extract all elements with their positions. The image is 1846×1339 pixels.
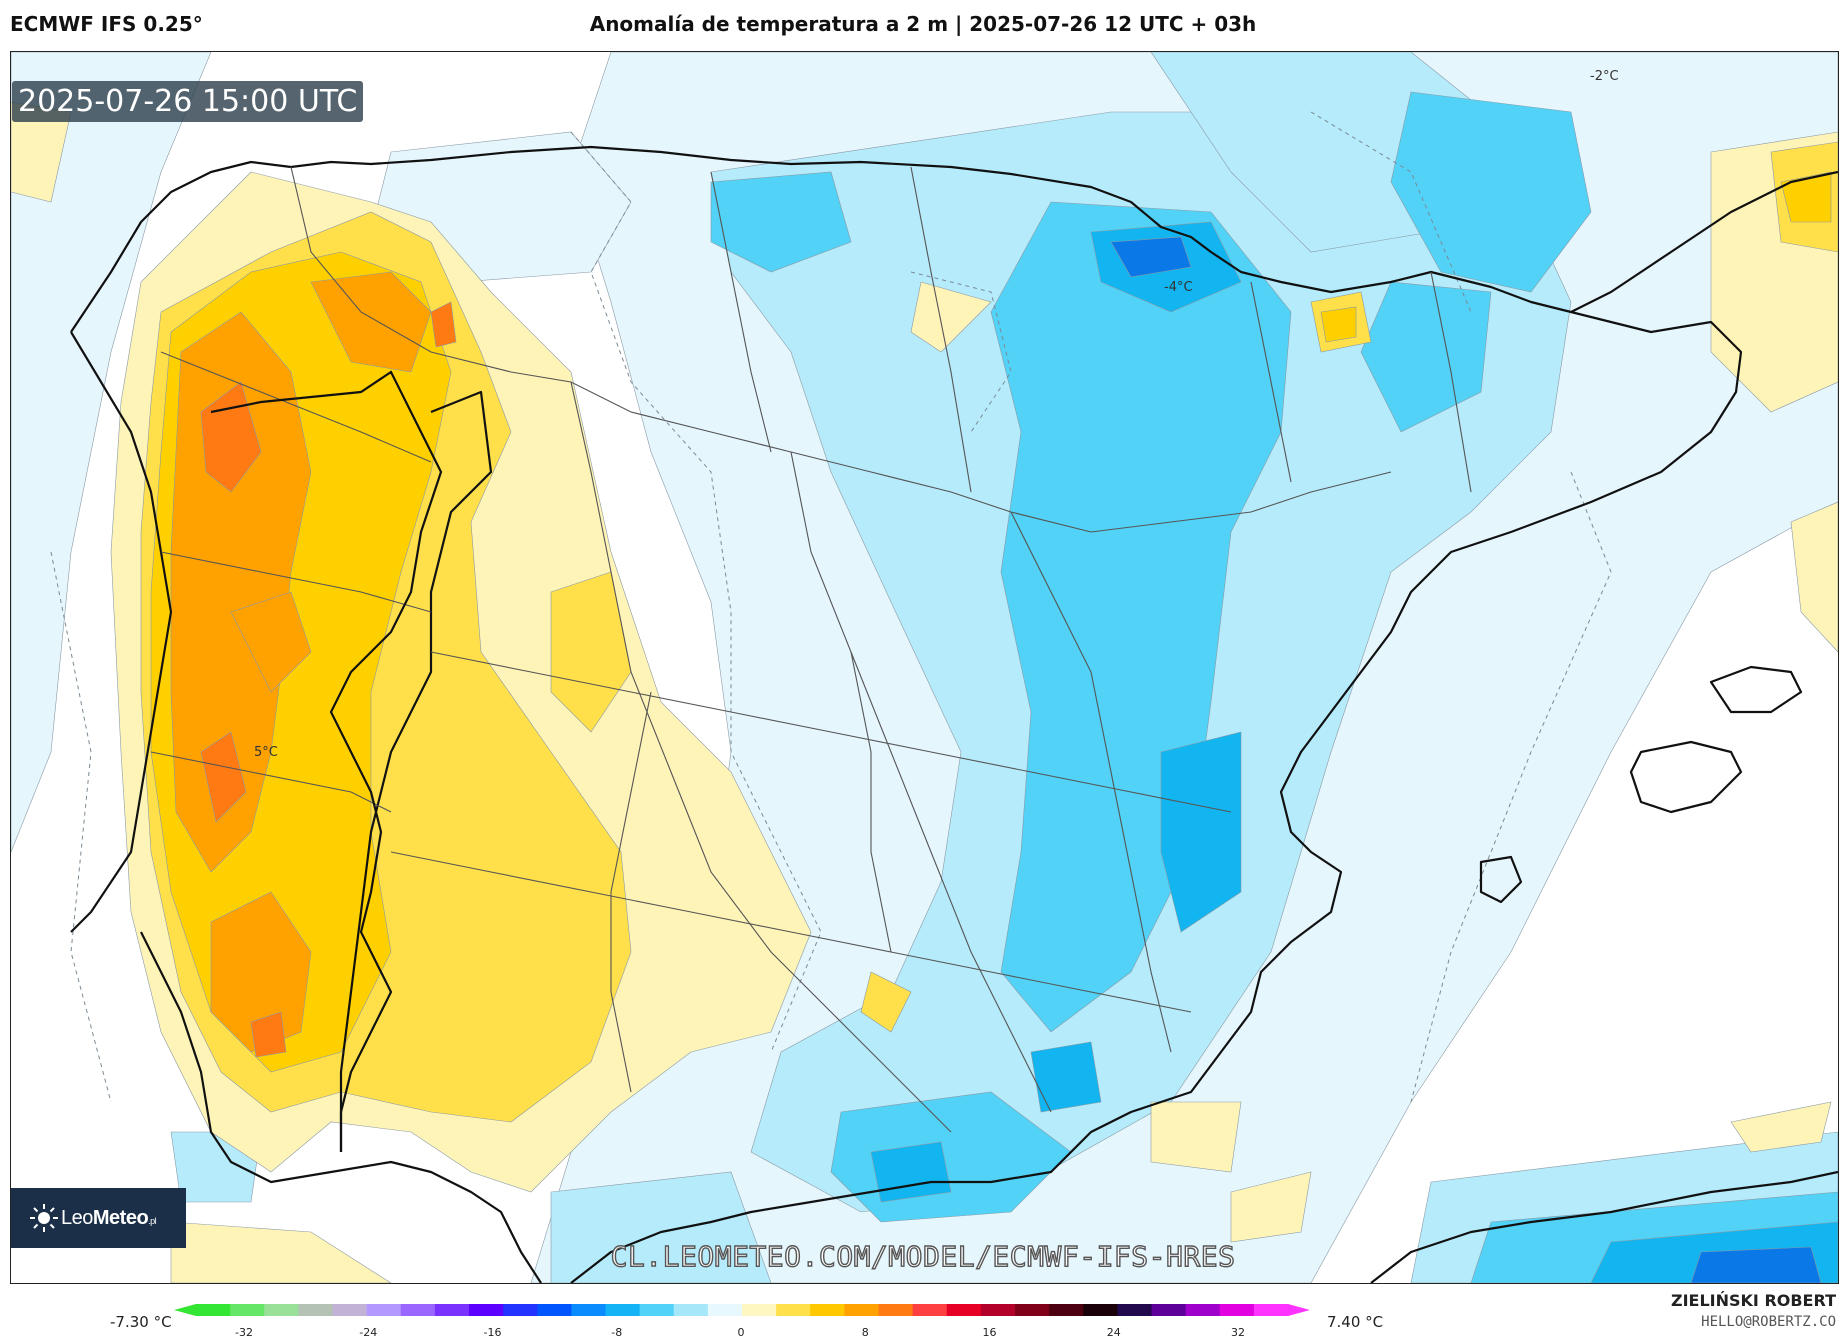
colorbar-segment [810,1304,845,1316]
logo-text-meteo: Meteo [92,1206,149,1229]
contour-label-minus2c: -2°C [1590,69,1619,84]
contour-label-minus4c: -4°C [1164,280,1193,295]
colorbar-segment [196,1304,231,1316]
colorbar-tick-label: 8 [861,1326,869,1339]
colorbar-segment [366,1304,402,1316]
region-borders [150,166,1472,1133]
colorbar-segment [980,1304,1016,1316]
colorbar-segment [946,1304,982,1316]
colorbar-segment [707,1304,743,1316]
logo-text-suffix: .pl [148,1215,157,1226]
colorbar-tick-label: -32 [235,1326,253,1339]
colorbar-segment [571,1304,607,1316]
colorbar-segment [878,1304,914,1316]
legend-max-label: 7.40 °C [1327,1313,1384,1331]
colorbar-stops [196,1304,1289,1316]
logo-text-leo: Leo [61,1206,93,1229]
colorbar [174,1304,1310,1316]
colorbar-segment [844,1304,880,1316]
colorbar-segment [537,1304,572,1316]
colorbar-segment [298,1304,334,1316]
colorbar-segment [1219,1304,1255,1316]
colorbar-segment [400,1304,436,1316]
logo-text: LeoMeteo.pl [61,1206,157,1230]
map-title: Anomalía de temperatura a 2 m | 2025-07-… [589,12,1257,36]
sun-icon [30,1204,58,1232]
author-name: ZIELIŃSKI ROBERT [1670,1291,1836,1310]
colorbar-segment [230,1304,265,1316]
colorbar-segment [1253,1304,1289,1316]
colorbar-segment [332,1304,368,1316]
national-border [210,370,443,1152]
colorbar-segment [469,1304,504,1316]
zero-contours [50,111,1612,1103]
colorbar-tick-label: -8 [611,1326,623,1339]
cool-anomaly-strong [710,91,1838,1283]
colorbar-segment [776,1304,811,1316]
colorbar-tick-label: 16 [982,1326,997,1339]
leometeo-logo[interactable]: LeoMeteo.pl [11,1188,186,1248]
anomaly-map [11,52,1838,1283]
valid-time-label: 2025-07-26 15:00 UTC [12,81,364,122]
map-panel[interactable] [10,51,1839,1284]
colorbar-tick-label: -24 [359,1326,378,1339]
colorbar-min-arrow [174,1304,196,1316]
colorbar-max-arrow [1288,1304,1310,1316]
colorbar-segment [912,1304,948,1316]
colorbar-segment [434,1304,470,1316]
colorbar-segment [673,1304,709,1316]
warm-anomaly-peak [200,301,457,1058]
model-label: ECMWF IFS 0.25° [10,12,203,36]
colorbar-segment [1015,1304,1050,1316]
colorbar-segment [503,1304,538,1316]
legend-min-label: -7.30 °C [110,1313,172,1331]
colorbar-tick-label: 24 [1106,1326,1121,1339]
colorbar-segment [264,1304,299,1316]
colorbar-segment [605,1304,641,1316]
colorbar-segment [1185,1304,1221,1316]
source-watermark: CL.LEOMETEO.COM/MODEL/ECMWF-IFS-HRES [610,1239,1236,1273]
colorbar-tick-label: -16 [483,1326,502,1339]
coastline [70,145,1838,1283]
cool-anomaly-peak [1110,236,1822,1283]
colorbar-segment [1117,1304,1153,1316]
colorbar-segment [742,1304,777,1316]
colorbar-segment [639,1304,675,1316]
author-email: HELLO@ROBERTZ.CO [1701,1314,1836,1330]
colorbar-segment [1083,1304,1118,1316]
colorbar-tick-label: 32 [1231,1326,1245,1339]
colorbar-tick-label: 0 [737,1326,745,1339]
contour-label-5c: 5°C [254,745,278,760]
colorbar-segment [1151,1304,1187,1316]
colorbar-segment [1049,1304,1084,1316]
